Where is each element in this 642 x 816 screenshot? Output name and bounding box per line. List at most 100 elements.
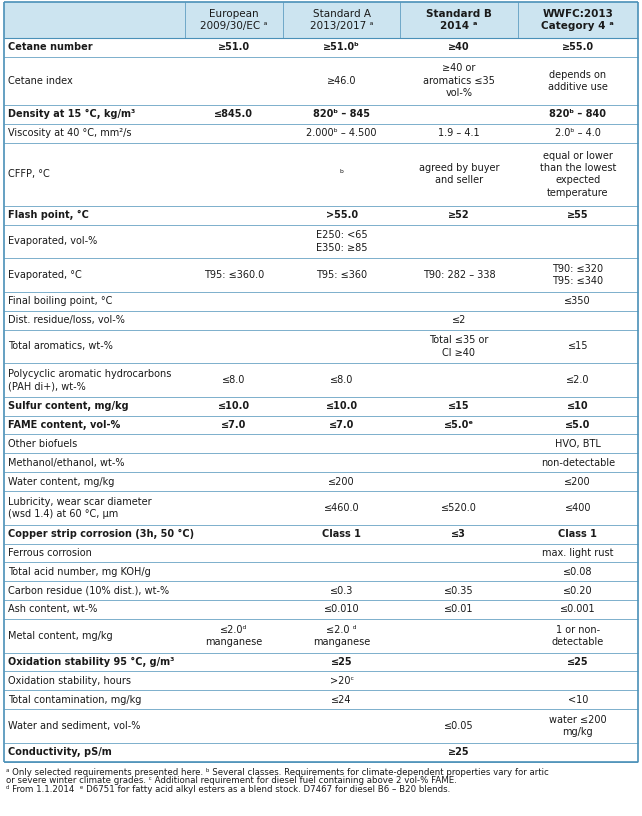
- Text: Total contamination, mg/kg: Total contamination, mg/kg: [8, 694, 141, 705]
- Text: ≤350: ≤350: [564, 296, 591, 306]
- Text: ≤8.0: ≤8.0: [222, 375, 245, 385]
- Text: ≤0.05: ≤0.05: [444, 721, 474, 731]
- Text: Cetane number: Cetane number: [8, 42, 92, 52]
- Text: Density at 15 °C, kg/m³: Density at 15 °C, kg/m³: [8, 109, 135, 119]
- Text: <10: <10: [568, 694, 588, 705]
- Bar: [4, 311, 638, 330]
- Bar: [4, 581, 638, 600]
- Text: ≤0.3: ≤0.3: [330, 586, 353, 596]
- Text: ≤200: ≤200: [564, 477, 591, 486]
- Text: ≤460.0: ≤460.0: [324, 503, 360, 512]
- Text: ≤845.0: ≤845.0: [214, 109, 254, 119]
- Text: Ash content, wt-%: Ash content, wt-%: [8, 605, 98, 614]
- Text: ≤2.0ᵈ
manganese: ≤2.0ᵈ manganese: [205, 624, 263, 647]
- Text: WWFC:2013
Category 4 ᵃ: WWFC:2013 Category 4 ᵃ: [541, 9, 614, 31]
- Text: Viscosity at 40 °C, mm²/s: Viscosity at 40 °C, mm²/s: [8, 128, 132, 138]
- Text: ≤25: ≤25: [567, 657, 589, 667]
- Text: ≤0.08: ≤0.08: [563, 567, 593, 577]
- Bar: [4, 454, 638, 472]
- Text: ≥55.0: ≥55.0: [562, 42, 594, 52]
- Text: Copper strip corrosion (3h, 50 °C): Copper strip corrosion (3h, 50 °C): [8, 529, 194, 539]
- Text: Oxidation stability 95 °C, g/m³: Oxidation stability 95 °C, g/m³: [8, 657, 175, 667]
- Text: ≤200: ≤200: [328, 477, 355, 486]
- Text: Evaporated, vol-%: Evaporated, vol-%: [8, 237, 97, 246]
- Text: ≥46.0: ≥46.0: [327, 76, 356, 86]
- Text: Standard A
2013/2017 ᵃ: Standard A 2013/2017 ᵃ: [310, 9, 374, 31]
- Text: Final boiling point, °C: Final boiling point, °C: [8, 296, 112, 306]
- Text: ≤0.010: ≤0.010: [324, 605, 360, 614]
- Text: ≤2.0: ≤2.0: [566, 375, 589, 385]
- Text: T90: 282 – 338: T90: 282 – 338: [422, 270, 495, 280]
- Text: 1 or non-
detectable: 1 or non- detectable: [551, 624, 604, 647]
- Bar: [4, 38, 638, 56]
- Bar: [4, 105, 638, 124]
- Text: T95: ≤360.0: T95: ≤360.0: [204, 270, 264, 280]
- Bar: [4, 56, 638, 105]
- Text: T95: ≤360: T95: ≤360: [316, 270, 367, 280]
- Text: 820ᵇ – 840: 820ᵇ – 840: [550, 109, 606, 119]
- Text: Total acid number, mg KOH/g: Total acid number, mg KOH/g: [8, 567, 151, 577]
- Text: Dist. residue/loss, vol-%: Dist. residue/loss, vol-%: [8, 315, 125, 325]
- Text: Evaporated, °C: Evaporated, °C: [8, 270, 82, 280]
- Bar: [4, 672, 638, 690]
- Text: Other biofuels: Other biofuels: [8, 439, 77, 449]
- Bar: [4, 543, 638, 562]
- Text: 1.9 – 4.1: 1.9 – 4.1: [438, 128, 480, 138]
- Text: ≤8.0: ≤8.0: [330, 375, 353, 385]
- Text: ≤0.01: ≤0.01: [444, 605, 474, 614]
- Text: ≥51.0: ≥51.0: [218, 42, 250, 52]
- Text: Methanol/ethanol, wt-%: Methanol/ethanol, wt-%: [8, 458, 125, 468]
- Bar: [4, 363, 638, 397]
- Bar: [4, 562, 638, 581]
- Text: ≤10.0: ≤10.0: [325, 401, 358, 411]
- Text: ≤7.0: ≤7.0: [221, 420, 247, 430]
- Bar: [4, 434, 638, 454]
- Bar: [4, 491, 638, 525]
- Bar: [4, 2, 638, 38]
- Text: ≤2.0 ᵈ
manganese: ≤2.0 ᵈ manganese: [313, 624, 370, 647]
- Bar: [4, 397, 638, 415]
- Text: ≥52: ≥52: [448, 211, 470, 220]
- Text: ≤2: ≤2: [452, 315, 466, 325]
- Text: Lubricity, wear scar diameter
(wsd 1.4) at 60 °C, μm: Lubricity, wear scar diameter (wsd 1.4) …: [8, 497, 152, 519]
- Text: E250: <65
E350: ≥85: E250: <65 E350: ≥85: [316, 230, 367, 253]
- Bar: [4, 709, 638, 743]
- Text: Conductivity, pS/m: Conductivity, pS/m: [8, 747, 112, 757]
- Text: CFFP, °C: CFFP, °C: [8, 169, 49, 180]
- Bar: [4, 525, 638, 543]
- Bar: [4, 653, 638, 672]
- Text: Class 1: Class 1: [322, 529, 361, 539]
- Text: Water and sediment, vol-%: Water and sediment, vol-%: [8, 721, 141, 731]
- Text: ≥25: ≥25: [448, 747, 470, 757]
- Text: ᵈ From 1.1.2014  ᵉ D6751 for fatty acid alkyl esters as a blend stock. D7467 for: ᵈ From 1.1.2014 ᵉ D6751 for fatty acid a…: [6, 785, 450, 794]
- Text: agreed by buyer
and seller: agreed by buyer and seller: [419, 163, 499, 185]
- Text: ≥40 or
aromatics ≤35
vol-%: ≥40 or aromatics ≤35 vol-%: [423, 64, 495, 98]
- Text: Carbon residue (10% dist.), wt-%: Carbon residue (10% dist.), wt-%: [8, 586, 169, 596]
- Text: Total ≤35 or
Cl ≥40: Total ≤35 or Cl ≥40: [429, 335, 489, 357]
- Text: Polycyclic aromatic hydrocarbons
(PAH di+), wt-%: Polycyclic aromatic hydrocarbons (PAH di…: [8, 369, 171, 391]
- Text: Total aromatics, wt-%: Total aromatics, wt-%: [8, 341, 113, 352]
- Text: water ≤200
mg/kg: water ≤200 mg/kg: [549, 715, 607, 737]
- Text: ≤0.20: ≤0.20: [563, 586, 593, 596]
- Bar: [4, 258, 638, 292]
- Text: max. light rust: max. light rust: [542, 548, 614, 558]
- Bar: [4, 143, 638, 206]
- Text: ≤15: ≤15: [568, 341, 588, 352]
- Bar: [4, 743, 638, 761]
- Text: ᵃ Only selected requirements presented here. ᵇ Several classes. Requirements for: ᵃ Only selected requirements presented h…: [6, 768, 549, 777]
- Text: Standard B
2014 ᵃ: Standard B 2014 ᵃ: [426, 9, 492, 31]
- Text: European
2009/30/EC ᵃ: European 2009/30/EC ᵃ: [200, 9, 268, 31]
- Text: ≤400: ≤400: [564, 503, 591, 512]
- Text: >20ᶜ: >20ᶜ: [329, 676, 354, 685]
- Text: ᵇ: ᵇ: [340, 169, 343, 180]
- Bar: [4, 224, 638, 258]
- Text: Oxidation stability, hours: Oxidation stability, hours: [8, 676, 131, 685]
- Text: ≤3: ≤3: [451, 529, 466, 539]
- Bar: [4, 292, 638, 311]
- Text: 820ᵇ – 845: 820ᵇ – 845: [313, 109, 370, 119]
- Bar: [4, 472, 638, 491]
- Text: ≤10: ≤10: [567, 401, 589, 411]
- Text: ≤5.0: ≤5.0: [565, 420, 591, 430]
- Text: FAME content, vol-%: FAME content, vol-%: [8, 420, 120, 430]
- Text: Ferrous corrosion: Ferrous corrosion: [8, 548, 92, 558]
